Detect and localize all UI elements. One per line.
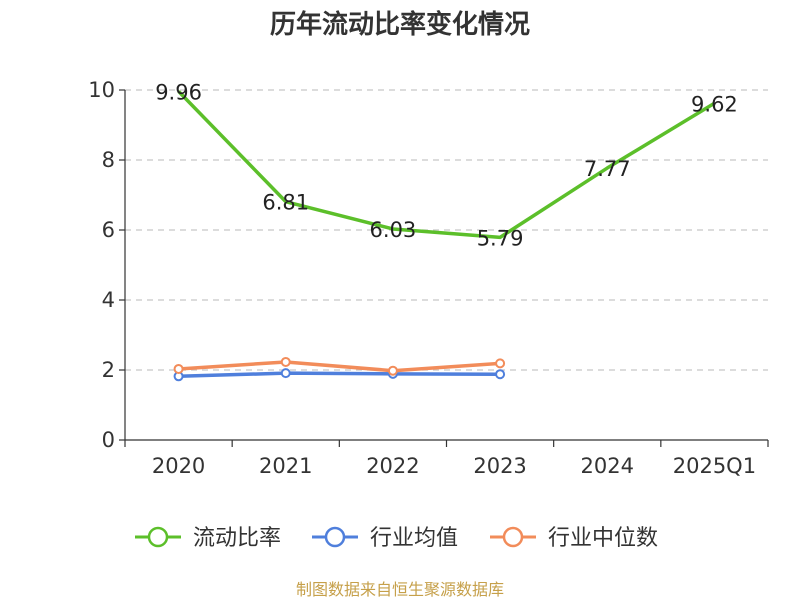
- legend-label: 行业中位数: [548, 526, 658, 551]
- y-tick-label: 0: [102, 428, 115, 452]
- axes: 0 2 4 6 8 10 2020 2021 2022 2023 2024 2025Q1: [88, 78, 769, 478]
- series-line-2: [178, 371, 501, 379]
- x-tick-label: 2024: [581, 454, 634, 478]
- series-line-3: [178, 360, 501, 373]
- legend-marker: [502, 526, 524, 548]
- data-label: 9.96: [155, 80, 202, 104]
- data-label: 6.81: [262, 191, 309, 215]
- y-tick-label: 4: [102, 288, 115, 312]
- legend-label: 行业均值: [370, 526, 458, 551]
- data-labels: 9.96 6.81 6.03 5.79 7.77 9.62: [155, 80, 738, 250]
- legend-label: 流动比率: [193, 526, 281, 551]
- legend-marker: [147, 526, 169, 548]
- grid: [125, 89, 768, 371]
- y-tick-label: 8: [102, 148, 115, 172]
- legend: 流动比率 行业均值 行业中位数: [135, 526, 658, 551]
- data-label: 5.79: [477, 226, 524, 250]
- y-tick-label: 10: [88, 78, 115, 102]
- chart-title: 历年流动比率变化情况: [270, 9, 530, 40]
- source-note: 制图数据来自恒生聚源数据库: [296, 580, 504, 599]
- x-tick-label: 2020: [152, 454, 205, 478]
- data-point: [387, 365, 398, 376]
- data-point: [280, 356, 291, 367]
- x-tick-label: 2023: [473, 454, 526, 478]
- y-tick-label: 6: [102, 218, 115, 242]
- legend-marker: [324, 526, 346, 548]
- data-point: [495, 358, 506, 369]
- x-tick-label: 2021: [259, 454, 312, 478]
- series-line-1: [177, 90, 716, 240]
- data-label: 7.77: [584, 157, 631, 181]
- data-point: [173, 363, 184, 374]
- data-point: [495, 369, 506, 380]
- data-point: [280, 368, 291, 379]
- series-group: [173, 90, 716, 382]
- data-label: 9.62: [691, 92, 738, 116]
- x-tick-label: 2025Q1: [673, 454, 756, 478]
- x-tick-label: 2022: [366, 454, 419, 478]
- y-tick-label: 2: [102, 358, 115, 382]
- data-label: 6.03: [370, 218, 417, 242]
